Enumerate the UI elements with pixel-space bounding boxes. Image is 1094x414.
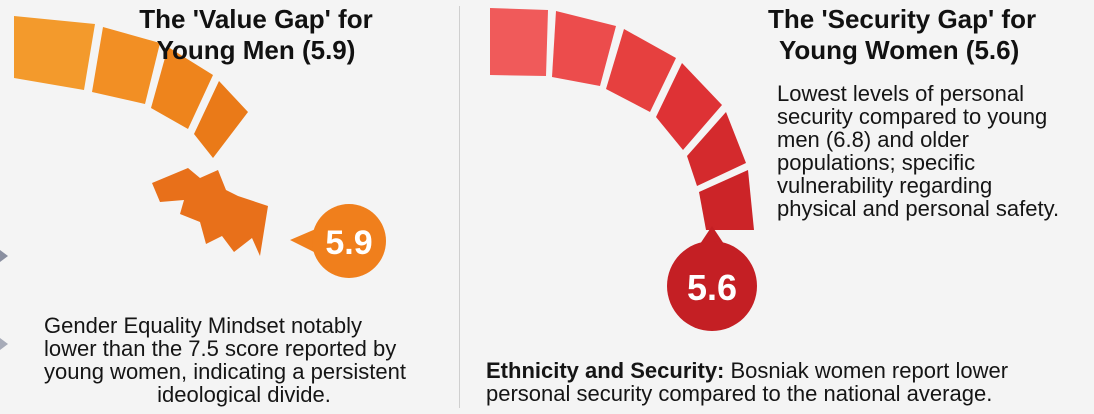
right-description-line: vulnerability regarding [777,173,993,198]
right-score-pointer [700,226,724,244]
left-title: The 'Value Gap' for Young Men (5.9) [118,4,394,66]
right-footnote-heading: Ethnicity and Security: [486,358,725,383]
right-gauge: 5.6 [490,8,757,331]
left-description-line: ideological divide. [157,382,331,407]
right-gauge-segment-1 [490,8,548,76]
right-description-line: security compared to young [777,104,1048,129]
right-gauge-segment-3 [606,29,676,112]
left-score-bubble [312,204,386,278]
left-description-line: young women, indicating a persistent [44,359,406,384]
left-gauge-segment-1 [14,16,95,90]
right-score-bubble [667,241,757,331]
right-title-line1: The 'Security Gap' for [768,4,1037,34]
left-title-line1: The 'Value Gap' for [139,4,373,34]
left-description-line: lower than the 7.5 score reported by [44,336,397,361]
right-footnote-line2: personal security compared to the nation… [486,381,993,406]
left-gauge-segment-2 [92,27,160,104]
left-score-pointer [290,228,318,254]
right-gauge-segment-5 [687,112,746,186]
left-score-value: 5.9 [325,224,372,262]
left-edge-arrow-icon [0,250,8,262]
right-footnote-line1: Ethnicity and Security: Bosniak women re… [486,359,1086,382]
right-description-line: men (6.8) and older [777,127,969,152]
right-gauge-segment-2 [552,11,616,86]
panel-divider [459,6,460,408]
left-gauge: 5.9 [14,16,386,278]
right-title-line2: Young Women (5.6) [779,35,1020,65]
right-title: The 'Security Gap' for Young Women (5.6) [768,4,1068,66]
left-edge-arrow-icon [0,338,8,350]
right-description: Lowest levels of personal security compa… [777,82,1087,220]
right-footnote: Ethnicity and Security: Bosniak women re… [486,359,1086,405]
left-gauge-segment-4 [194,81,248,158]
right-gauge-segment-6 [699,170,754,230]
right-score-value: 5.6 [687,267,737,308]
left-description-line: Gender Equality Mindset notably [44,313,362,338]
left-description: Gender Equality Mindset notably lower th… [44,314,444,406]
left-title-line2: Young Men (5.9) [156,35,356,65]
right-description-line: physical and personal safety. [777,196,1060,221]
left-gauge-broken-arrow [152,168,268,256]
right-footnote-line1-text: Bosniak women report lower [724,358,1009,383]
right-gauge-segment-4 [656,63,722,150]
right-description-line: populations; specific [777,150,976,175]
right-description-line: Lowest levels of personal [777,81,1025,106]
left-gauge-segment-3 [151,47,213,129]
